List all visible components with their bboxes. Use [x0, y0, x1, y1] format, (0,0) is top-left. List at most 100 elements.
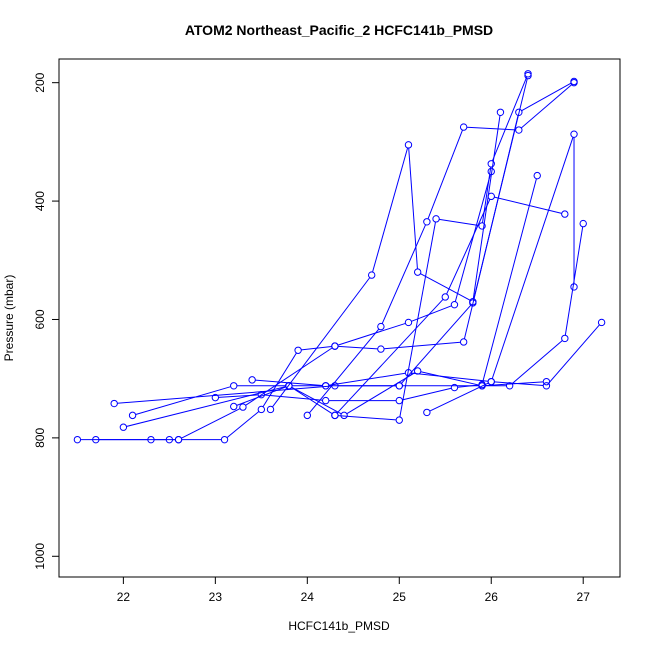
- data-point: [597, 318, 606, 327]
- series-segment: [346, 372, 416, 415]
- data-point: [331, 342, 339, 350]
- series-segment: [218, 394, 259, 398]
- series-segment: [420, 273, 471, 301]
- data-point: [423, 218, 431, 226]
- chart-title: ATOM2 Northeast_Pacific_2 HCFC141b_PMSD: [185, 22, 493, 38]
- series-segment: [236, 386, 287, 406]
- series-segment: [457, 384, 479, 388]
- series-segment: [245, 347, 333, 406]
- x-axis: 22 23 24 25 26 27: [117, 577, 591, 604]
- data-point: [220, 435, 229, 444]
- data-point: [73, 435, 82, 444]
- data-point: [542, 382, 551, 390]
- series-segment: [494, 196, 562, 214]
- series-segment: [291, 386, 342, 415]
- series-segment: [338, 345, 378, 350]
- series-profile-7: [230, 367, 551, 420]
- x-axis-label: HCFC141b_PMSD: [288, 619, 390, 633]
- data-point: [487, 160, 495, 168]
- series-segment: [262, 352, 297, 408]
- y-tick-label: 600: [33, 309, 47, 329]
- series-segment: [117, 385, 332, 404]
- series-segment: [411, 372, 489, 382]
- data-point: [377, 345, 385, 353]
- data-point: [110, 399, 118, 408]
- data-point: [367, 271, 376, 279]
- data-point: [395, 416, 403, 424]
- series-segment: [264, 394, 323, 401]
- data-point: [404, 141, 413, 149]
- series-segment: [372, 147, 409, 273]
- data-point: [331, 411, 339, 420]
- data-point: [570, 130, 578, 138]
- data-point: [230, 382, 238, 390]
- data-point: [211, 393, 220, 402]
- series-segment: [446, 199, 491, 295]
- series-segment: [135, 386, 231, 415]
- series-segment: [399, 221, 436, 418]
- x-tick-label: 24: [301, 590, 315, 604]
- series-segment: [226, 411, 260, 439]
- series-segment: [420, 371, 480, 386]
- data-point: [496, 108, 505, 116]
- series-segment: [338, 415, 397, 421]
- series-segment: [328, 372, 406, 386]
- data-point: [459, 123, 468, 131]
- data-point: [423, 408, 431, 417]
- data-point: [533, 171, 541, 180]
- data-point: [413, 268, 422, 276]
- series-segment: [255, 379, 323, 387]
- data-point: [561, 210, 569, 218]
- series-segment: [337, 322, 406, 346]
- data-point: [230, 402, 238, 411]
- data-point: [561, 334, 569, 343]
- data-point: [322, 396, 330, 405]
- series-segment: [402, 387, 452, 401]
- data-point: [377, 322, 385, 331]
- series-profile-9: [303, 78, 578, 420]
- series-segment: [384, 341, 461, 350]
- series-segment: [491, 137, 574, 379]
- series-segment: [408, 147, 418, 269]
- data-point: [478, 382, 486, 390]
- x-tick-label: 22: [117, 590, 131, 604]
- y-tick-label: 200: [33, 72, 47, 92]
- y-tick-label: 800: [33, 428, 47, 448]
- series-segment: [401, 304, 472, 384]
- series-segment: [548, 324, 600, 384]
- series-segment: [482, 166, 492, 223]
- series-segment: [429, 382, 489, 412]
- series-segment: [126, 386, 286, 427]
- data-point: [515, 126, 523, 134]
- y-axis-label: Pressure (mbar): [2, 275, 16, 362]
- series-segment: [482, 178, 537, 382]
- data-point: [294, 346, 302, 354]
- data-point: [487, 377, 495, 386]
- data-point: [524, 70, 532, 78]
- data-point: [322, 382, 330, 390]
- x-tick-label: 25: [393, 590, 407, 604]
- data-point: [450, 300, 459, 309]
- series-profile-6: [211, 171, 541, 405]
- series-segment: [520, 84, 572, 129]
- series-segment: [454, 174, 491, 302]
- series-segment: [181, 408, 241, 439]
- series-layer: [73, 70, 606, 444]
- x-tick-label: 23: [209, 590, 223, 604]
- series-segment: [439, 218, 479, 226]
- data-point: [441, 293, 449, 301]
- data-point: [450, 383, 459, 392]
- data-point: [119, 423, 128, 431]
- series-segment: [336, 298, 444, 414]
- series-segment: [472, 115, 501, 299]
- data-point: [174, 435, 183, 444]
- series-segment: [521, 82, 572, 112]
- series-segment: [291, 387, 333, 415]
- x-tick-label: 27: [577, 590, 591, 604]
- y-tick-label: 400: [33, 191, 47, 211]
- series-profile-11: [266, 108, 505, 414]
- data-point: [303, 411, 312, 420]
- data-point: [570, 78, 578, 87]
